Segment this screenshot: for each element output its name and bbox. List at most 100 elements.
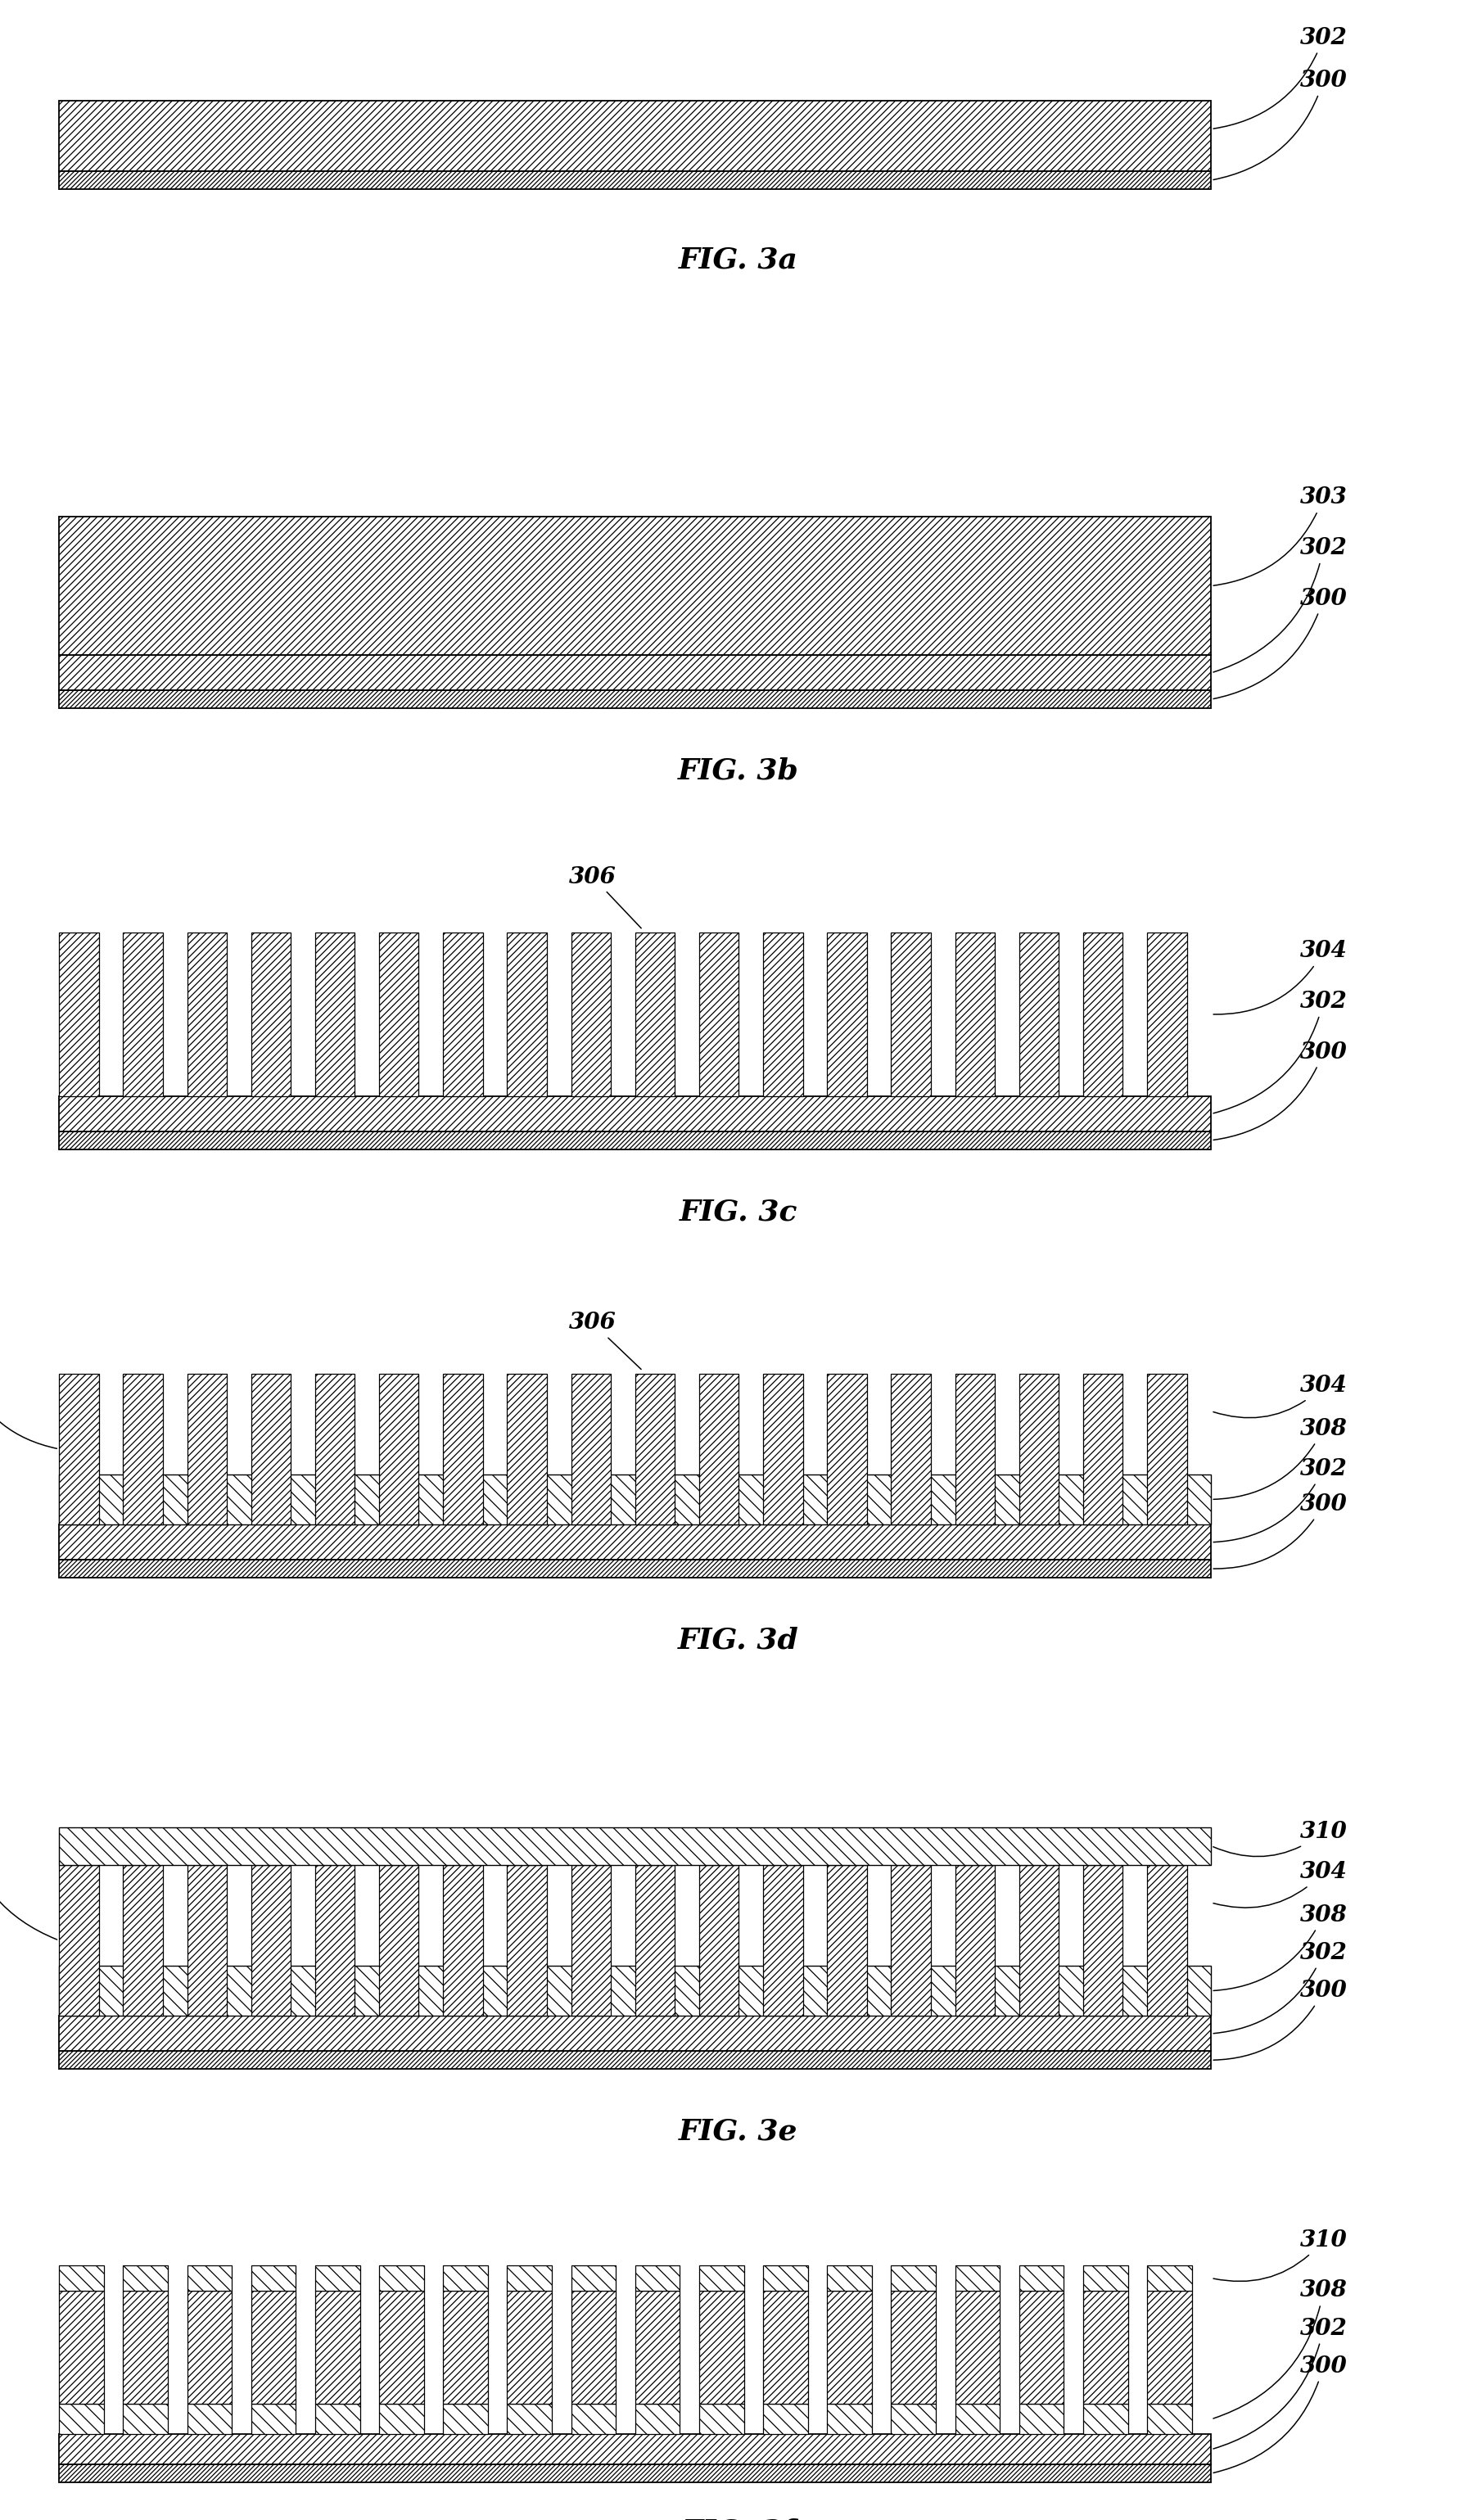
Bar (956, 2291, 1000, 2404)
Bar (635, 932, 675, 1096)
Bar (188, 2265, 232, 2291)
Bar (251, 1865, 291, 2016)
Bar (59, 1525, 1211, 1560)
Bar (635, 2265, 679, 2291)
Bar (827, 2404, 871, 2434)
Bar (59, 932, 99, 1096)
Bar (891, 2291, 936, 2404)
Bar (1083, 2404, 1128, 2434)
Text: 300: 300 (1214, 1981, 1347, 2059)
Bar (1019, 1373, 1059, 1525)
Bar (315, 2291, 360, 2404)
Bar (891, 2404, 936, 2434)
Bar (572, 2265, 616, 2291)
Bar (891, 1373, 931, 1525)
Bar (699, 2265, 744, 2291)
Text: 304: 304 (1214, 940, 1347, 1016)
Bar (1019, 2291, 1063, 2404)
Bar (188, 1373, 227, 1525)
Bar (764, 1373, 803, 1525)
Bar (443, 2265, 487, 2291)
Bar (59, 1474, 1211, 1525)
Text: 310: 310 (1213, 1822, 1347, 1857)
Bar (699, 1373, 738, 1525)
Bar (59, 101, 1211, 171)
Bar (635, 2404, 679, 2434)
Bar (827, 2291, 871, 2404)
Bar (572, 2291, 616, 2404)
Bar (251, 1373, 291, 1525)
Bar (1148, 2404, 1192, 2434)
Bar (59, 690, 1211, 708)
Text: 304: 304 (0, 1804, 58, 1940)
Bar (59, 1865, 99, 2016)
Text: FIG. 3b: FIG. 3b (678, 756, 799, 786)
Bar (59, 2051, 1211, 2069)
Bar (1148, 2265, 1192, 2291)
Bar (635, 1865, 675, 2016)
Bar (380, 2404, 424, 2434)
Bar (59, 517, 1211, 655)
Bar (1019, 2265, 1063, 2291)
Bar (188, 932, 227, 1096)
Text: 304: 304 (0, 1351, 56, 1449)
Bar (1148, 2291, 1192, 2404)
Bar (380, 1865, 419, 2016)
Text: 310: 310 (1214, 2230, 1347, 2281)
Text: 302: 302 (1213, 537, 1347, 673)
Bar (315, 932, 354, 1096)
Text: 308: 308 (1214, 1419, 1347, 1499)
Text: 300: 300 (1214, 71, 1347, 179)
Bar (764, 2265, 808, 2291)
Text: 302: 302 (1213, 2318, 1347, 2449)
Bar (59, 2291, 103, 2404)
Bar (827, 932, 867, 1096)
Text: 302: 302 (1214, 1459, 1347, 1542)
Bar (764, 1865, 803, 2016)
Bar (764, 2404, 808, 2434)
Bar (380, 932, 419, 1096)
Text: FIG. 3d: FIG. 3d (678, 1625, 799, 1656)
Bar (59, 1096, 1211, 1131)
Text: FIG. 3e: FIG. 3e (679, 2117, 798, 2147)
Bar (699, 2291, 744, 2404)
Bar (123, 2291, 168, 2404)
Bar (315, 2265, 360, 2291)
Bar (507, 2291, 552, 2404)
Bar (59, 1560, 1211, 1578)
Bar (635, 2291, 679, 2404)
Bar (1083, 932, 1123, 1096)
Bar (507, 1373, 546, 1525)
Bar (572, 1373, 611, 1525)
Bar (59, 2016, 1211, 2051)
Bar (443, 2291, 487, 2404)
Bar (123, 932, 162, 1096)
Bar (827, 1865, 867, 2016)
Bar (507, 2265, 552, 2291)
Bar (1148, 1865, 1188, 2016)
Text: 308: 308 (1213, 2281, 1347, 2419)
Bar (699, 1865, 738, 2016)
Bar (635, 1373, 675, 1525)
Bar (891, 1865, 931, 2016)
Bar (827, 1373, 867, 1525)
Bar (956, 1865, 995, 2016)
Bar (1019, 2404, 1063, 2434)
Bar (1019, 1865, 1059, 2016)
Text: 300: 300 (1214, 587, 1347, 698)
Bar (443, 1373, 483, 1525)
Text: 302: 302 (1214, 28, 1347, 129)
Text: 300: 300 (1214, 1494, 1347, 1570)
Text: 308: 308 (1214, 1905, 1347, 1991)
Bar (123, 1373, 162, 1525)
Bar (699, 932, 738, 1096)
Bar (443, 1865, 483, 2016)
Bar (1148, 1373, 1188, 1525)
Bar (123, 2404, 168, 2434)
Bar (188, 2291, 232, 2404)
Bar (443, 932, 483, 1096)
Bar (123, 2265, 168, 2291)
Bar (59, 171, 1211, 189)
Bar (251, 2265, 295, 2291)
Bar (380, 2291, 424, 2404)
